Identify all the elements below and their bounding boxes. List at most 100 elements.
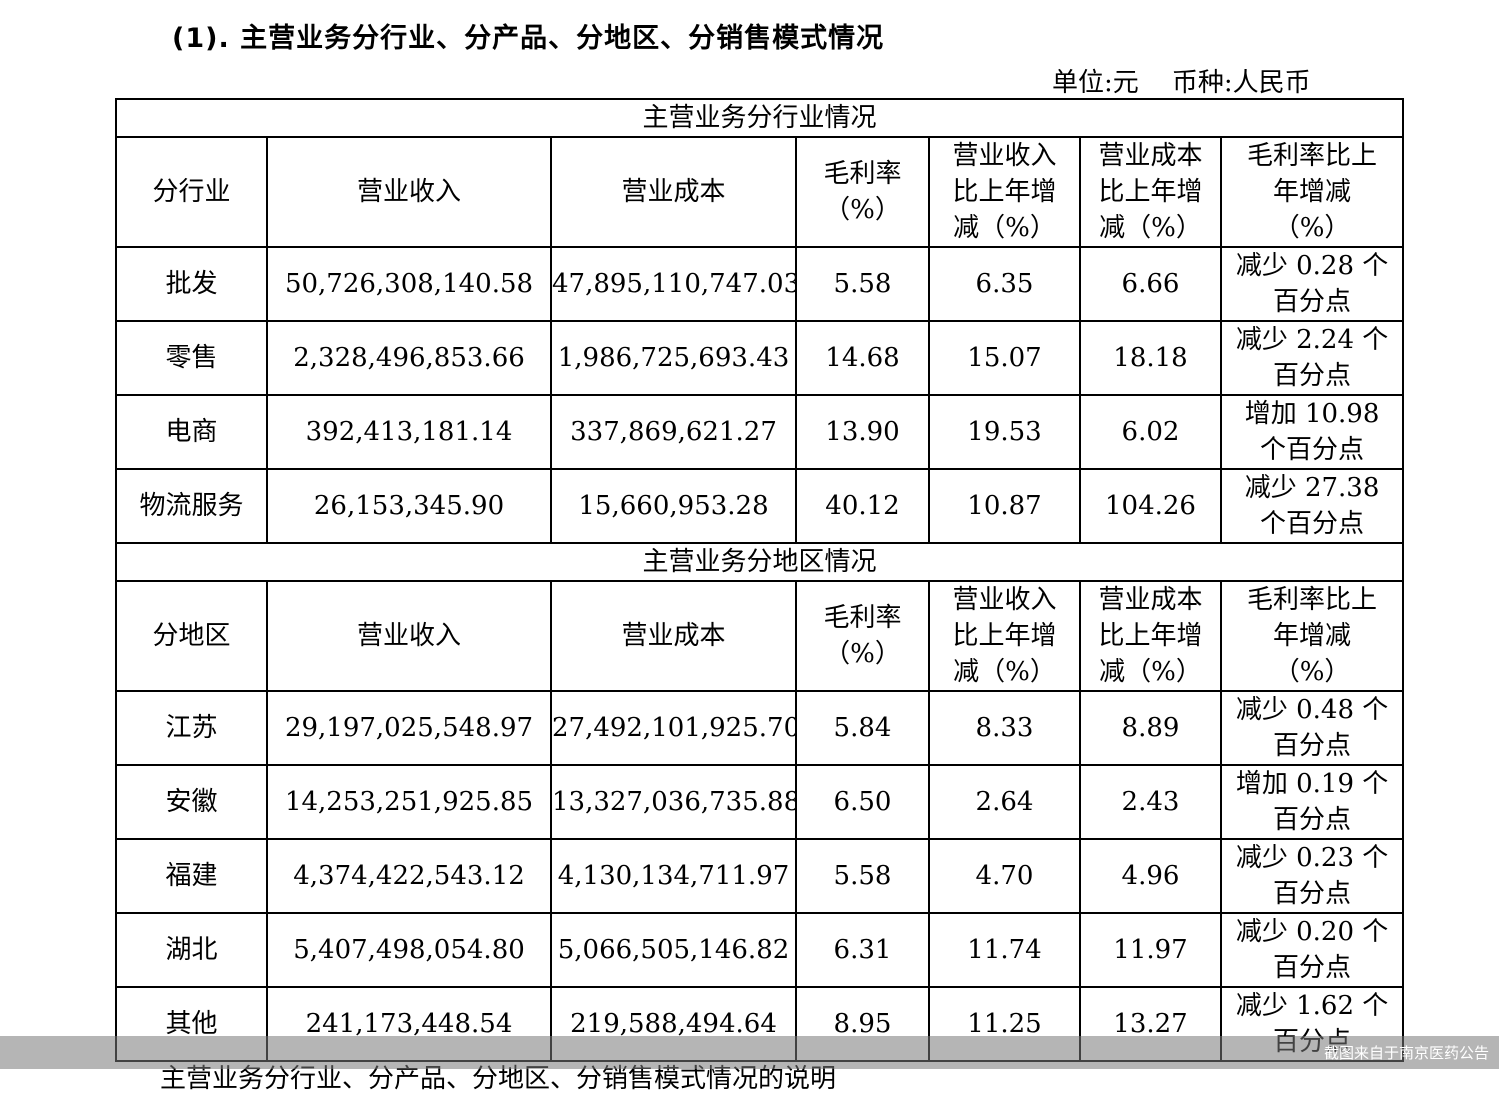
region-section-title: 主营业务分地区情况 <box>114 542 1405 582</box>
cell-cost-change: 104.26 <box>1079 468 1222 544</box>
header-margin: 毛利率 （%） <box>795 136 930 248</box>
cell-revenue: 26,153,345.90 <box>266 468 552 544</box>
cell-margin-change-line: 百分点 <box>1273 287 1352 317</box>
cell-cost: 337,869,621.27 <box>550 394 797 470</box>
cell-name: 福建 <box>115 838 268 914</box>
cell-name: 批发 <box>115 246 268 322</box>
header-first-col: 分地区 <box>115 580 268 692</box>
header-rev-change-line: 营业收入 <box>952 141 1057 171</box>
header-cost-change: 营业成本比上年增减（%） <box>1079 580 1222 692</box>
cell-cost: 13,327,036,735.88 <box>550 764 797 840</box>
cell-rev-change: 8.33 <box>928 690 1081 766</box>
header-margin-change-line: 年增减 <box>1273 621 1352 651</box>
cell-revenue: 392,413,181.14 <box>266 394 552 470</box>
cell-cost-change: 6.66 <box>1079 246 1222 322</box>
header-rev-change-line: 比上年增 <box>952 621 1057 651</box>
header-cost-change: 营业成本 比上年增 减（%） <box>1079 136 1222 248</box>
cell-margin-change-line: 减少 0.20 个 <box>1235 917 1389 947</box>
unit-currency-line: 单位:元 币种:人民币 <box>1052 68 1311 98</box>
header-rev-change: 营业收入比上年增减（%） <box>928 580 1081 692</box>
cell-margin: 13.90 <box>795 394 930 470</box>
header-margin-change-line: （%） <box>1273 213 1351 243</box>
cell-margin-change-line: 百分点 <box>1273 879 1352 909</box>
cell-margin-change-line: 减少 0.23 个 <box>1235 843 1389 873</box>
cell-name: 零售 <box>115 320 268 396</box>
header-margin-line: （%） <box>824 195 901 225</box>
header-rev-change-line: 减（%） <box>953 657 1056 687</box>
cell-margin-change: 减少 0.48 个百分点 <box>1219 690 1405 766</box>
cell-margin-change: 减少 27.38 个百分点 <box>1219 468 1405 544</box>
header-margin-change-line: 年增减 <box>1273 177 1352 207</box>
cell-margin-change: 减少 2.24 个百分点 <box>1219 320 1405 396</box>
header-cost-change-line: 减（%） <box>1099 657 1202 687</box>
cell-margin-change-line: 百分点 <box>1273 805 1352 835</box>
cell-margin-change-line: 增加 0.19 个 <box>1235 769 1389 799</box>
table-row: 福建 4,374,422,543.12 4,130,134,711.97 5.58 4.… <box>115 838 1405 914</box>
cell-revenue: 2,328,496,853.66 <box>266 320 552 396</box>
table-row: 零售 2,328,496,853.66 1,986,725,693.43 14.68 1… <box>115 320 1405 396</box>
cell-margin: 6.50 <box>795 764 930 840</box>
industry-section-title: 主营业务分行业情况 <box>114 98 1405 138</box>
cell-cost: 1,986,725,693.43 <box>550 320 797 396</box>
cell-margin-change-line: 减少 0.28 个 <box>1235 251 1389 281</box>
cell-margin-change: 增加 10.98 个百分点 <box>1219 394 1405 470</box>
industry-header-row: 分行业 营业收入 营业成本 毛利率 （%） 营业收入 比上年增 减（%） 营业成本 比上年增 减（%… <box>115 136 1405 248</box>
header-margin-line: 毛利率 <box>823 159 902 189</box>
cell-cost: 15,660,953.28 <box>550 468 797 544</box>
cell-cost-change: 6.02 <box>1079 394 1222 470</box>
cell-rev-change: 4.70 <box>928 838 1081 914</box>
cell-margin-change: 减少 0.28 个百分点 <box>1219 246 1405 322</box>
header-revenue: 营业收入 <box>266 136 552 248</box>
header-revenue: 营业收入 <box>266 580 552 692</box>
cell-margin-change: 减少 0.23 个百分点 <box>1219 838 1405 914</box>
cell-margin: 5.58 <box>795 246 930 322</box>
cell-cost-change: 11.97 <box>1079 912 1222 988</box>
cell-rev-change: 6.35 <box>928 246 1081 322</box>
cell-rev-change: 10.87 <box>928 468 1081 544</box>
cell-cost: 4,130,134,711.97 <box>550 838 797 914</box>
cell-margin-change-line: 个百分点 <box>1260 435 1365 465</box>
cell-margin-change-line: 增加 10.98 <box>1244 399 1380 429</box>
cell-margin-change-line: 个百分点 <box>1260 509 1365 539</box>
cell-rev-change: 15.07 <box>928 320 1081 396</box>
cell-name: 湖北 <box>115 912 268 988</box>
cell-margin: 40.12 <box>795 468 930 544</box>
watermark-text: 截图来自于南京医药公告 <box>1323 1044 1489 1062</box>
cell-rev-change: 11.74 <box>928 912 1081 988</box>
cell-rev-change: 19.53 <box>928 394 1081 470</box>
watermark-bar: 截图来自于南京医药公告 <box>0 1036 1499 1069</box>
cell-margin-change-line: 百分点 <box>1273 953 1352 983</box>
main-business-table: 主营业务分行业情况 分行业 营业收入 营业成本 毛利率 （%） 营业收入 比上年增 减（%） 营业… <box>114 98 1405 1062</box>
region-section-row: 主营业务分地区情况 <box>114 542 1405 582</box>
header-cost: 营业成本 <box>550 580 797 692</box>
header-rev-change: 营业收入 比上年增 减（%） <box>928 136 1081 248</box>
header-cost: 营业成本 <box>550 136 797 248</box>
header-cost-change-line: 比上年增 <box>1098 621 1203 651</box>
header-cost-change-line: 营业成本 <box>1098 585 1203 615</box>
cell-revenue: 5,407,498,054.80 <box>266 912 552 988</box>
cell-revenue: 50,726,308,140.58 <box>266 246 552 322</box>
cell-margin-change-line: 减少 0.48 个 <box>1235 695 1389 725</box>
cell-margin: 14.68 <box>795 320 930 396</box>
header-margin-line: （%） <box>824 639 901 669</box>
cell-margin-change: 增加 0.19 个百分点 <box>1219 764 1405 840</box>
cell-revenue: 29,197,025,548.97 <box>266 690 552 766</box>
region-header-row: 分地区 营业收入 营业成本 毛利率 （%） 营业收入 比上年增 减（%） 营业成本 比上年增 减（%… <box>115 580 1405 692</box>
cell-margin-change-line: 减少 2.24 个 <box>1235 325 1389 355</box>
header-margin-change: 毛利率比上 年增减 （%） <box>1219 136 1405 248</box>
cell-cost-change: 4.96 <box>1079 838 1222 914</box>
cell-rev-change: 2.64 <box>928 764 1081 840</box>
section-heading: (1). 主营业务分行业、分产品、分地区、分销售模式情况 <box>172 23 885 54</box>
header-cost-change-line: 比上年增 <box>1098 177 1203 207</box>
header-rev-change-line: 营业收入 <box>952 585 1057 615</box>
cell-margin-change-line: 百分点 <box>1273 361 1352 391</box>
table-row: 物流服务 26,153,345.90 15,660,953.28 40.12 10.87… <box>115 468 1405 544</box>
table-row: 江苏 29,197,025,548.97 27,492,101,925.70 5.84… <box>115 690 1405 766</box>
cell-cost: 27,492,101,925.70 <box>550 690 797 766</box>
cell-margin: 5.58 <box>795 838 930 914</box>
cell-margin-change-line: 百分点 <box>1273 731 1352 761</box>
cell-name: 物流服务 <box>115 468 268 544</box>
cell-cost: 5,066,505,146.82 <box>550 912 797 988</box>
cell-name: 电商 <box>115 394 268 470</box>
header-margin-change-line: 毛利率比上 <box>1247 585 1378 615</box>
